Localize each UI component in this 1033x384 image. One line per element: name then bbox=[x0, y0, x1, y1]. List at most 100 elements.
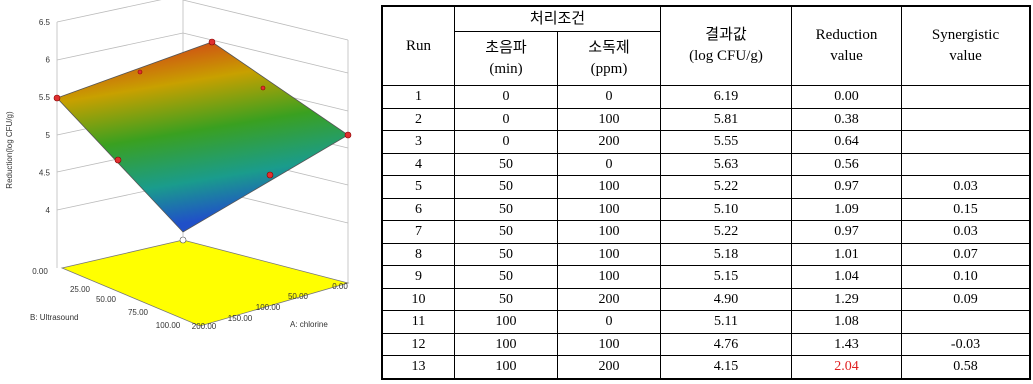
cell: 8 bbox=[381, 242, 455, 266]
row: 7 50 100 5.22 0.97 0.03 bbox=[381, 220, 1031, 244]
cell: 4 bbox=[381, 152, 455, 176]
cell: 5.22 bbox=[660, 175, 792, 199]
tick-label: 6 bbox=[46, 56, 51, 65]
header-line: (ppm) bbox=[590, 60, 628, 77]
tick-label: 25.00 bbox=[70, 285, 91, 294]
cell: 0.64 bbox=[791, 130, 902, 154]
cell: 5.10 bbox=[660, 197, 792, 221]
header-line: (log CFU/g) bbox=[689, 48, 763, 64]
cell: 0.10 bbox=[901, 265, 1031, 289]
cell: 0 bbox=[557, 152, 661, 176]
cell: 100 bbox=[557, 175, 661, 199]
cell: 초음파 (min) bbox=[454, 31, 558, 86]
row: 초음파 (min) 소독제 (ppm) bbox=[382, 31, 1030, 86]
cell: 4.15 bbox=[660, 355, 792, 379]
cell: 0 bbox=[454, 85, 558, 109]
cell: 1.01 bbox=[791, 242, 902, 266]
cell: Run bbox=[381, 5, 455, 86]
cell: 50 bbox=[454, 242, 558, 266]
cell: -0.03 bbox=[901, 332, 1031, 356]
row: 1 0 0 6.19 0.00 bbox=[381, 85, 1031, 109]
cell: 0.07 bbox=[901, 242, 1031, 266]
cell: 200 bbox=[557, 287, 661, 311]
design-points bbox=[53, 38, 352, 244]
cell: 0.97 bbox=[791, 220, 902, 244]
cell bbox=[901, 310, 1031, 334]
row: 10 50 200 4.90 1.29 0.09 bbox=[381, 287, 1031, 311]
tick-label: 4.5 bbox=[39, 168, 51, 177]
cell: 0.38 bbox=[791, 107, 902, 131]
cell bbox=[901, 152, 1031, 176]
row: 13 100 200 4.15 2.04 0.58 bbox=[381, 355, 1031, 379]
cell: 5.15 bbox=[660, 265, 792, 289]
cell: 100 bbox=[454, 310, 558, 334]
cell bbox=[901, 130, 1031, 154]
cell: 6 bbox=[381, 197, 455, 221]
tick-label: 50.00 bbox=[96, 295, 117, 304]
cell: 0 bbox=[454, 107, 558, 131]
cell bbox=[901, 85, 1031, 109]
cell: 3 bbox=[381, 130, 455, 154]
tick-label: 5 bbox=[46, 131, 51, 140]
tick-label: 50.00 bbox=[288, 292, 309, 301]
cell: 2 bbox=[381, 107, 455, 131]
cell: 처리조건 bbox=[454, 5, 661, 32]
cell: 100 bbox=[557, 197, 661, 221]
cell: 50 bbox=[454, 197, 558, 221]
cell: 7 bbox=[381, 220, 455, 244]
cell: 11 bbox=[381, 310, 455, 334]
cell: 결과값 (log CFU/g) bbox=[660, 5, 792, 86]
cell: 50 bbox=[454, 220, 558, 244]
row: 6 50 100 5.10 1.09 0.15 bbox=[381, 197, 1031, 221]
cell: 1.04 bbox=[791, 265, 902, 289]
cell: 0 bbox=[454, 130, 558, 154]
cell: 13 bbox=[381, 355, 455, 379]
surface-plot: Reduction(log CFU/g) B: Ultrasound A: ch… bbox=[5, 0, 352, 331]
tick-label: 100.00 bbox=[256, 303, 281, 312]
tick-label: 0.00 bbox=[332, 282, 348, 291]
tick-label: 5.5 bbox=[39, 93, 51, 102]
header-line: (min) bbox=[489, 60, 523, 77]
tick-label: 4 bbox=[46, 206, 51, 215]
cell: 50 bbox=[454, 175, 558, 199]
header-line: 결과값 bbox=[705, 27, 747, 43]
z-axis-label: Reduction(log CFU/g) bbox=[5, 111, 14, 189]
cell: Reduction value bbox=[791, 5, 902, 86]
b-axis-label: B: Ultrasound bbox=[30, 313, 78, 322]
response-surface bbox=[56, 41, 349, 233]
cell: 50 bbox=[454, 265, 558, 289]
cell: 0.03 bbox=[901, 220, 1031, 244]
cell: 1.43 bbox=[791, 332, 902, 356]
row: 12 100 100 4.76 1.43 -0.03 bbox=[381, 332, 1031, 356]
tick-label: 100.00 bbox=[156, 321, 181, 330]
row: 8 50 100 5.18 1.01 0.07 bbox=[381, 242, 1031, 266]
cell: 1.09 bbox=[791, 197, 902, 221]
cell: 100 bbox=[454, 355, 558, 379]
cell: 0 bbox=[557, 310, 661, 334]
header-line: Synergistic bbox=[931, 27, 1000, 43]
cell: 0.00 bbox=[791, 85, 902, 109]
cell: 5 bbox=[381, 175, 455, 199]
tick-label: 75.00 bbox=[128, 308, 149, 317]
cell: 10 bbox=[381, 287, 455, 311]
cell: 9 bbox=[381, 265, 455, 289]
tick-label: 6.5 bbox=[39, 18, 51, 27]
cell: 1 bbox=[381, 85, 455, 109]
cell: 2.04 bbox=[791, 355, 902, 379]
cell: 0.09 bbox=[901, 287, 1031, 311]
row: 3 0 200 5.55 0.64 bbox=[381, 130, 1031, 154]
cell: 5.18 bbox=[660, 242, 792, 266]
cell: 0.03 bbox=[901, 175, 1031, 199]
cell: 100 bbox=[454, 332, 558, 356]
row: 2 0 100 5.81 0.38 bbox=[381, 107, 1031, 131]
cell: 6.19 bbox=[660, 85, 792, 109]
cell: 100 bbox=[557, 332, 661, 356]
cell: 100 bbox=[557, 242, 661, 266]
cell: 200 bbox=[557, 130, 661, 154]
floor-contour bbox=[60, 239, 350, 327]
cell: 5.11 bbox=[660, 310, 792, 334]
cell: 0 bbox=[557, 85, 661, 109]
cell: 100 bbox=[557, 220, 661, 244]
